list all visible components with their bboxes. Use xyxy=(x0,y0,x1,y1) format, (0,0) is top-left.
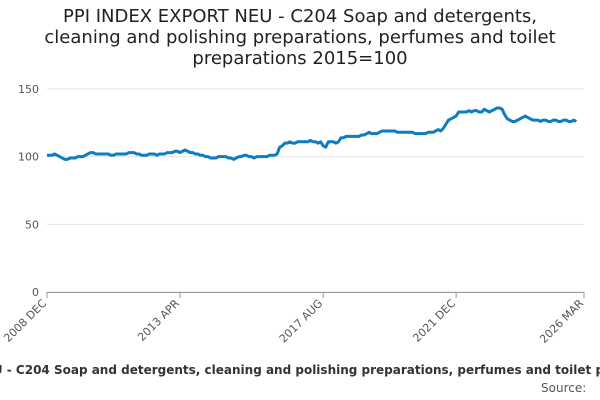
x-tick-label: 2008 DEC xyxy=(1,297,49,345)
chart-title: PPI INDEX EXPORT NEU - C204 Soap and det… xyxy=(44,6,556,69)
x-tick-label: 2013 APR xyxy=(135,297,182,344)
y-tick-label: 50 xyxy=(25,218,39,231)
y-tick-label: 100 xyxy=(18,151,39,164)
x-tick-label: 2017 AUG xyxy=(277,297,326,346)
y-tick-label: 0 xyxy=(32,286,39,299)
y-tick-label: 150 xyxy=(18,83,39,96)
source: Source: xyxy=(541,381,586,395)
x-tick-label: 2021 DEC xyxy=(410,297,458,345)
x-tick-label: 2026 MAR xyxy=(537,297,586,346)
series-line xyxy=(47,106,578,161)
legend-label: PPI INDEX EXPORT NEU - C204 Soap and det… xyxy=(0,363,600,377)
